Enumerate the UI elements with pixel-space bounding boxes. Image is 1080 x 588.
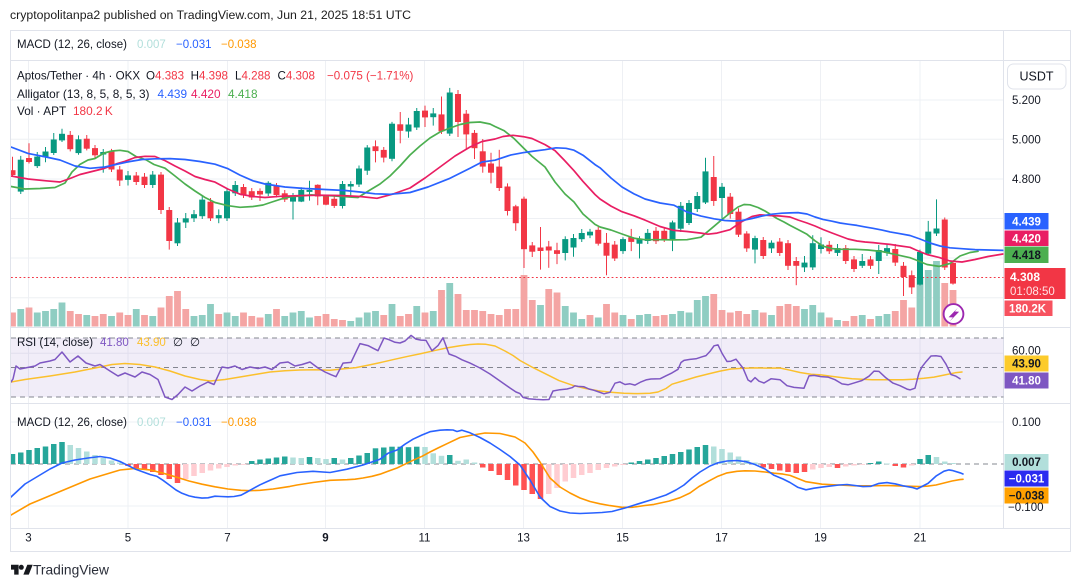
svg-text:USDT: USDT	[1019, 70, 1053, 84]
svg-text:180.2K: 180.2K	[1009, 304, 1047, 316]
svg-text:5.200: 5.200	[1012, 95, 1041, 107]
svg-text:7: 7	[224, 533, 230, 545]
svg-text:−0.031: −0.031	[1009, 474, 1045, 486]
svg-text:5.000: 5.000	[1012, 134, 1041, 146]
svg-text:21: 21	[914, 533, 927, 545]
svg-text:4.439: 4.439	[1012, 217, 1041, 229]
svg-text:4.418: 4.418	[1012, 250, 1041, 262]
svg-text:4.420: 4.420	[1012, 234, 1041, 246]
svg-text:01:08:50: 01:08:50	[1010, 286, 1055, 298]
svg-text:43.90: 43.90	[1012, 359, 1041, 371]
svg-text:19: 19	[814, 533, 827, 545]
svg-text:−0.038: −0.038	[1009, 491, 1045, 503]
svg-text:4.800: 4.800	[1012, 174, 1041, 186]
svg-text:13: 13	[517, 533, 530, 545]
svg-text:−0.100: −0.100	[1008, 502, 1044, 514]
svg-text:3: 3	[25, 533, 31, 545]
svg-text:60.00: 60.00	[1012, 346, 1041, 358]
svg-text:11: 11	[419, 533, 431, 545]
svg-text:MACD (12, 26, close)0.007−0.03: MACD (12, 26, close) 0.007 −0.031 −0.038	[17, 39, 257, 51]
svg-text:0.100: 0.100	[1012, 417, 1041, 429]
svg-text:cryptopolitanpa2 published on: cryptopolitanpa2 published on TradingVie…	[10, 8, 411, 22]
svg-text:41.80: 41.80	[1012, 376, 1041, 388]
svg-text:15: 15	[616, 533, 629, 545]
svg-text:Alligator (13, 8, 5, 8, 5, 3)4: Alligator (13, 8, 5, 8, 5, 3) 4.439 4.420 4…	[17, 87, 258, 101]
svg-text:0.007: 0.007	[1012, 457, 1041, 469]
svg-text:9: 9	[322, 533, 328, 545]
svg-text:5: 5	[125, 533, 131, 545]
svg-text:MACD (12, 26, close)0.007−0.03: MACD (12, 26, close) 0.007 −0.031 −0.038	[17, 417, 257, 429]
svg-text:TradingView: TradingView	[33, 562, 109, 577]
svg-text:17: 17	[715, 533, 728, 545]
svg-text:4.308: 4.308	[1010, 270, 1040, 284]
